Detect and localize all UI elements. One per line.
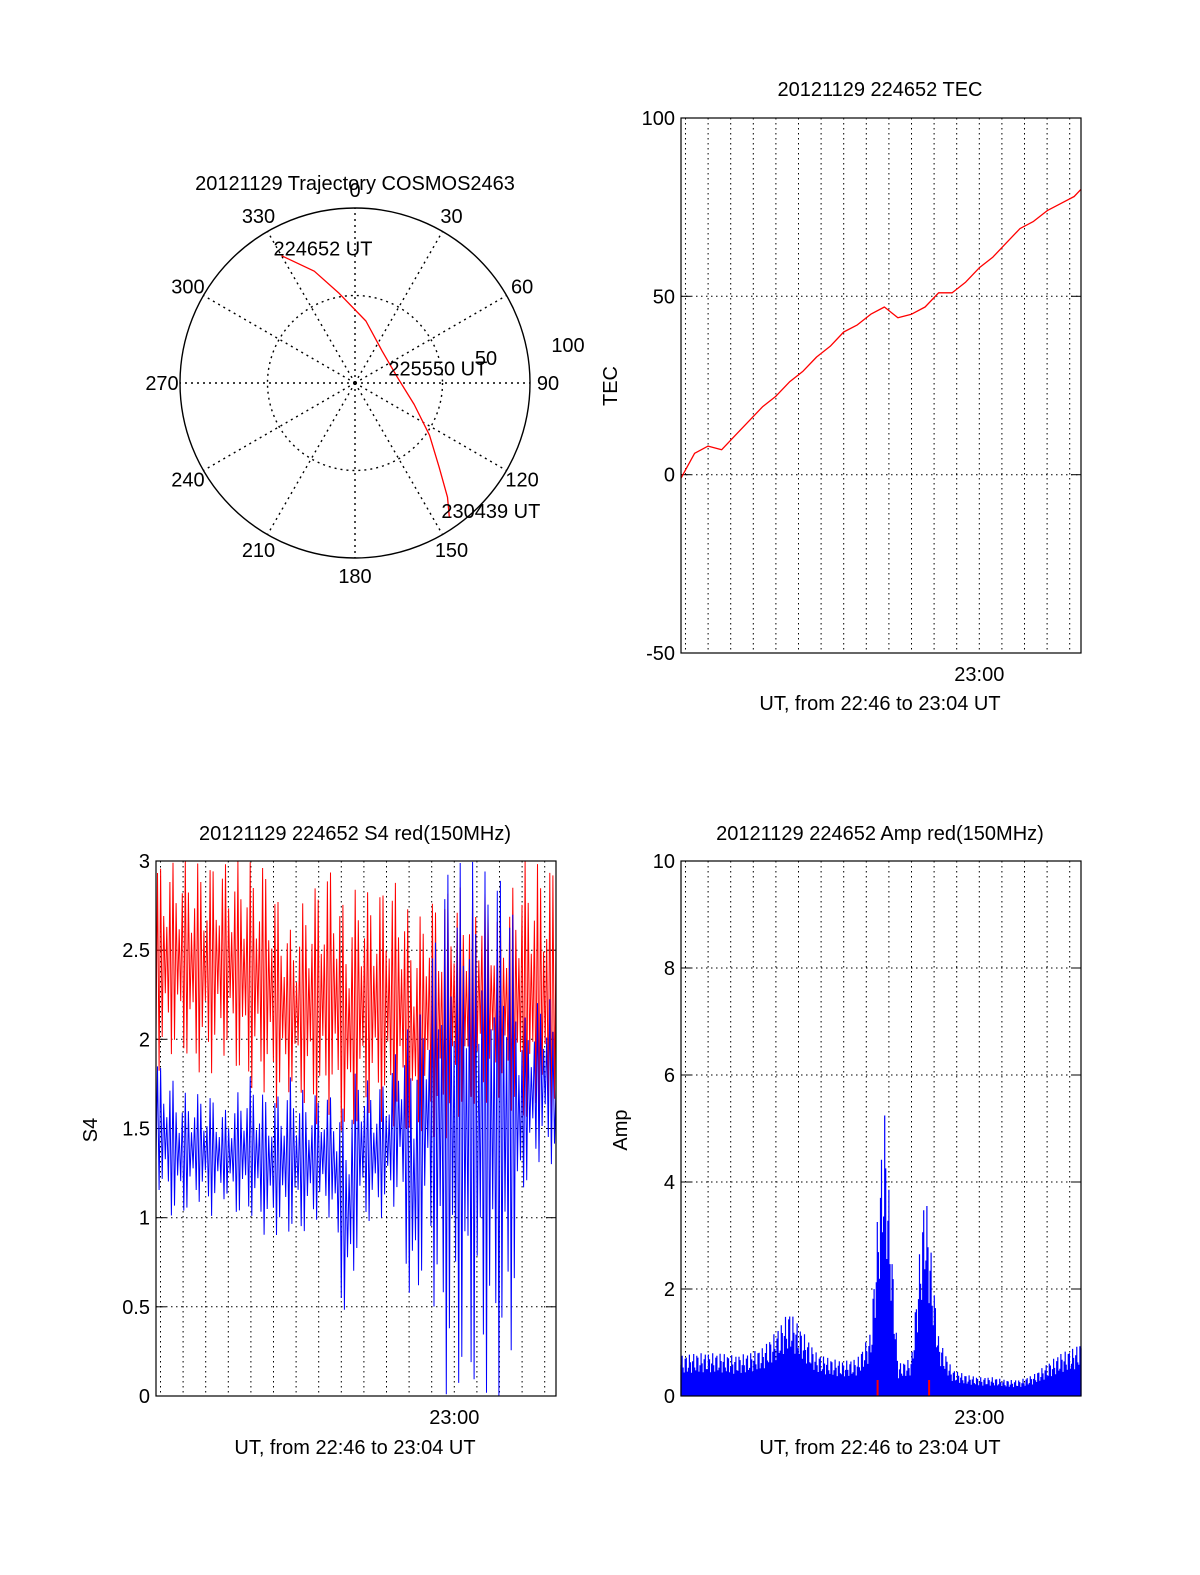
- y-tick-label: 2: [139, 1029, 150, 1051]
- polar-azimuth-label: 270: [145, 373, 178, 395]
- trajectory-line: [281, 255, 451, 518]
- amp-ylabel: Amp: [610, 1109, 632, 1150]
- polar-azimuth-label: 330: [242, 206, 275, 228]
- trajectory-polar-chart: 20121129 Trajectory COSMOS2463 0 30 60 90 12…: [145, 173, 584, 588]
- y-tick-label: 0: [664, 1386, 675, 1408]
- x-tick-label: 23:00: [429, 1407, 479, 1429]
- polar-azimuth-label: 60: [511, 277, 533, 299]
- s4-chart: 20121129 224652 S4 red(150MHz) UT, from …: [80, 823, 557, 1459]
- polar-spoke: [354, 294, 507, 384]
- trajectory-time-label: 225550 UT: [388, 359, 487, 381]
- y-tick-label: 2: [664, 1279, 675, 1301]
- polar-azimuth-label: 240: [171, 470, 204, 492]
- y-tick-label: 0: [139, 1386, 150, 1408]
- polar-spoke: [203, 382, 356, 472]
- y-tick-label: 6: [664, 1065, 675, 1087]
- tec-ylabel: TEC: [600, 366, 622, 406]
- plot-frame: [680, 117, 1082, 654]
- polar-spoke: [266, 382, 356, 535]
- polar-grid-circle: [266, 294, 444, 472]
- tec-chart: 20121129 224652 TEC UT, from 22:46 to 23…: [600, 79, 1082, 715]
- amp-series-blue: [680, 1115, 1082, 1396]
- y-tick-label: 4: [664, 1172, 675, 1194]
- polar-outer-circle: [179, 207, 531, 559]
- polar-spoke: [354, 231, 444, 384]
- polar-radial-label: 50: [475, 348, 497, 370]
- polar-title: 20121129 Trajectory COSMOS2463: [195, 173, 515, 195]
- plot-frame: [155, 860, 557, 1397]
- y-tick-label: 50: [653, 286, 675, 308]
- polar-azimuth-label: 0: [349, 180, 360, 202]
- polar-radial-label: 100: [551, 335, 584, 357]
- x-tick-label: 23:00: [954, 664, 1004, 686]
- amp-chart: 20121129 224652 Amp red(150MHz) UT, from…: [610, 823, 1082, 1459]
- y-tick-label: 10: [653, 851, 675, 873]
- polar-spoke: [354, 382, 444, 535]
- amp-xlabel: UT, from 22:46 to 23:04 UT: [759, 1437, 1000, 1459]
- y-tick-label: 1: [139, 1208, 150, 1230]
- polar-azimuth-label: 30: [440, 206, 462, 228]
- trajectory-time-label: 224652 UT: [274, 239, 373, 261]
- s4-xlabel: UT, from 22:46 to 23:04 UT: [234, 1437, 475, 1459]
- series-line-red: [155, 860, 557, 1147]
- tec-series-line: [680, 188, 1082, 479]
- tec-xlabel: UT, from 22:46 to 23:04 UT: [759, 693, 1000, 715]
- y-tick-label: 8: [664, 958, 675, 980]
- amp-title: 20121129 224652 Amp red(150MHz): [716, 823, 1044, 845]
- series-line-blue: [155, 861, 557, 1396]
- polar-spoke: [354, 382, 507, 472]
- s4-title: 20121129 224652 S4 red(150MHz): [199, 823, 511, 845]
- x-tick-label: 23:00: [954, 1407, 1004, 1429]
- y-tick-label: 0: [664, 465, 675, 487]
- plot-frame: [680, 860, 1082, 1397]
- polar-azimuth-label: 120: [505, 470, 538, 492]
- polar-spoke: [266, 231, 356, 384]
- y-tick-label: -50: [646, 643, 675, 665]
- polar-azimuth-label: 180: [338, 566, 371, 588]
- polar-azimuth-label: 300: [171, 277, 204, 299]
- y-tick-label: 1.5: [122, 1119, 150, 1141]
- y-tick-label: 3: [139, 851, 150, 873]
- polar-azimuth-label: 150: [435, 540, 468, 562]
- polar-azimuth-label: 210: [242, 540, 275, 562]
- polar-azimuth-label: 90: [537, 373, 559, 395]
- tec-title: 20121129 224652 TEC: [778, 79, 983, 101]
- trajectory-time-label: 230439 UT: [441, 501, 540, 523]
- y-tick-label: 0.5: [122, 1297, 150, 1319]
- s4-ylabel: S4: [80, 1118, 102, 1142]
- polar-spoke: [203, 294, 356, 384]
- y-tick-label: 2.5: [122, 940, 150, 962]
- y-tick-label: 100: [642, 108, 675, 130]
